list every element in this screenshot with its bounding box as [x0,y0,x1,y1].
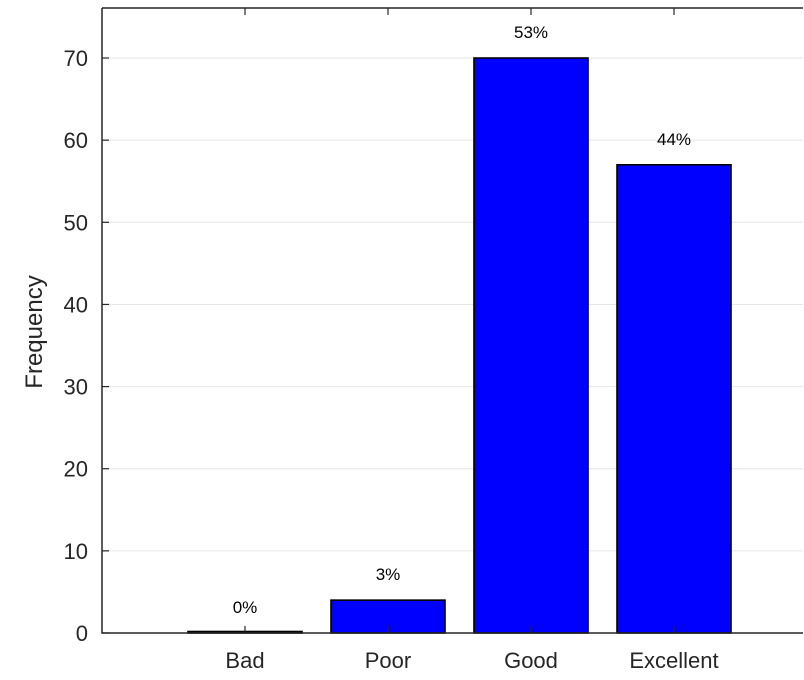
y-tick-label: 70 [64,46,88,71]
x-tick-label-bad: Bad [225,648,264,673]
y-tick-label: 30 [64,375,88,400]
y-tick-label: 60 [64,128,88,153]
data-label-poor: 3% [376,565,401,584]
data-label-bad: 0% [233,598,258,617]
ticks: 0 10 20 30 40 50 60 70 Bad Poor Good Excellent [64,8,719,673]
bar-excellent [616,164,732,634]
data-label-excellent: 44% [657,130,691,149]
y-tick-label: 50 [64,210,88,235]
y-tick-label: 0 [76,621,88,646]
y-tick-label: 10 [64,539,88,564]
bars [187,57,732,634]
y-tick-label: 20 [64,457,88,482]
gridlines [102,57,803,552]
x-tick-label-excellent: Excellent [629,648,718,673]
x-tick-label-poor: Poor [365,648,411,673]
y-axis-label: Frequency [21,275,48,388]
data-label-good: 53% [514,23,548,42]
bar-good [473,57,589,634]
data-labels: 0% 3% 53% 44% [233,23,691,617]
y-tick-label: 40 [64,292,88,317]
x-tick-label-good: Good [504,648,558,673]
